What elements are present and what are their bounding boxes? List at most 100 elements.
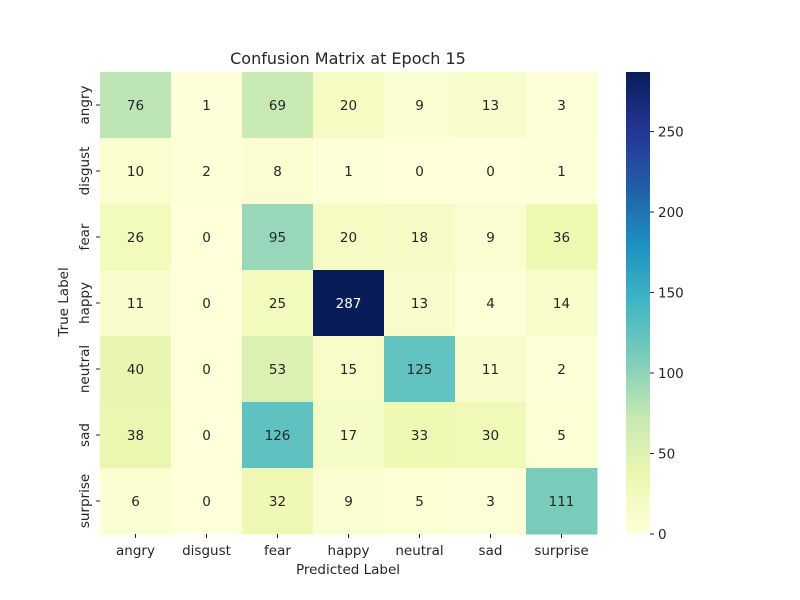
heatmap-cell xyxy=(171,468,243,535)
cell-value-label: 0 xyxy=(202,230,211,246)
cell-value-label: 95 xyxy=(269,230,286,246)
heatmap-cell xyxy=(242,72,314,139)
heatmap-cell xyxy=(455,72,527,139)
y-tick-label: disgust xyxy=(77,147,93,196)
cell-value-label: 30 xyxy=(482,428,499,444)
heatmap-cell xyxy=(455,138,527,205)
cell-value-label: 40 xyxy=(127,362,144,378)
cell-value-label: 20 xyxy=(340,230,357,246)
cell-value-label: 2 xyxy=(202,164,211,180)
cell-value-label: 25 xyxy=(269,296,286,312)
cell-value-label: 1 xyxy=(202,98,211,114)
cell-value-label: 26 xyxy=(127,230,144,246)
heatmap-cell xyxy=(242,138,314,205)
cell-value-label: 38 xyxy=(127,428,144,444)
cell-value-label: 1 xyxy=(557,164,566,180)
colorbar-tick-label: 50 xyxy=(658,447,675,463)
y-axis-label: True Label xyxy=(56,267,72,337)
x-tick-label: surprise xyxy=(534,543,588,559)
heatmap-cell xyxy=(100,336,172,403)
heatmap-cell xyxy=(526,204,598,271)
heatmap-cell xyxy=(313,138,385,205)
heatmap-cell xyxy=(313,270,385,337)
colorbar-tick-label: 100 xyxy=(658,366,684,382)
heatmap-cell xyxy=(526,72,598,139)
cell-value-label: 2 xyxy=(557,362,566,378)
colorbar-tick-label: 0 xyxy=(658,527,667,543)
cell-value-label: 11 xyxy=(482,362,499,378)
x-tick-label: sad xyxy=(479,543,503,559)
colorbar-tick-label: 150 xyxy=(658,286,684,302)
cell-value-label: 8 xyxy=(273,164,282,180)
heatmap-cell xyxy=(455,204,527,271)
heatmap-cell xyxy=(242,336,314,403)
x-tick-label: happy xyxy=(328,543,370,559)
heatmap-cell xyxy=(384,72,456,139)
heatmap-cell xyxy=(171,336,243,403)
heatmap-cell xyxy=(171,402,243,469)
cell-value-label: 33 xyxy=(411,428,428,444)
x-tick-label: disgust xyxy=(182,543,231,559)
cell-value-label: 3 xyxy=(557,98,566,114)
cell-value-label: 15 xyxy=(340,362,357,378)
heatmap-cell xyxy=(242,270,314,337)
y-tick-label: neutral xyxy=(77,345,93,393)
cell-value-label: 11 xyxy=(127,296,144,312)
heatmap-cell xyxy=(313,468,385,535)
cell-value-label: 126 xyxy=(265,428,291,444)
cell-value-label: 17 xyxy=(340,428,357,444)
y-tick-label: angry xyxy=(77,86,93,125)
cell-value-label: 6 xyxy=(131,494,140,510)
x-tick-label: angry xyxy=(116,543,155,559)
x-axis-label: Predicted Label xyxy=(296,562,400,578)
heatmap-cell xyxy=(526,336,598,403)
cell-value-label: 9 xyxy=(344,494,353,510)
x-tick-label: neutral xyxy=(395,543,443,559)
heatmap-cell xyxy=(100,402,172,469)
cell-value-label: 13 xyxy=(482,98,499,114)
heatmap-cell xyxy=(100,270,172,337)
colorbar-tick-label: 250 xyxy=(658,125,684,141)
cell-value-label: 111 xyxy=(549,494,575,510)
heatmap-cell xyxy=(313,204,385,271)
cell-value-label: 20 xyxy=(340,98,357,114)
heatmap-cell xyxy=(526,468,598,535)
heatmap-cell xyxy=(526,138,598,205)
cell-value-label: 0 xyxy=(486,164,495,180)
y-tick-label: surprise xyxy=(77,474,93,528)
heatmap-cell xyxy=(100,138,172,205)
heatmap-cell xyxy=(384,138,456,205)
heatmap-cell xyxy=(455,336,527,403)
heatmap-cell xyxy=(171,270,243,337)
y-axis-ticks: angry disgust fear happy neutral sad surprise xyxy=(77,86,100,528)
cell-value-label: 0 xyxy=(202,296,211,312)
cell-value-label: 1 xyxy=(344,164,353,180)
cell-value-label: 14 xyxy=(553,296,570,312)
colorbar-ticks: 0 50 100 150 200 250 xyxy=(650,125,684,543)
cell-value-label: 5 xyxy=(557,428,566,444)
heatmap-cell xyxy=(526,270,598,337)
heatmap-cell xyxy=(242,468,314,535)
y-tick-label: happy xyxy=(77,282,93,324)
x-axis-ticks: angry disgust fear happy neutral sad surprise xyxy=(116,534,589,559)
cell-value-label: 9 xyxy=(415,98,424,114)
cell-value-label: 0 xyxy=(202,428,211,444)
cell-value-label: 0 xyxy=(415,164,424,180)
heatmap-cell xyxy=(384,402,456,469)
heatmap-cell xyxy=(171,72,243,139)
heatmap-cell xyxy=(171,204,243,271)
heatmap-cell xyxy=(242,204,314,271)
cell-value-label: 76 xyxy=(127,98,144,114)
heatmap-cell xyxy=(313,72,385,139)
colorbar-tick-label: 200 xyxy=(658,205,684,221)
heatmap-cell xyxy=(384,336,456,403)
heatmap-cell xyxy=(100,72,172,139)
heatmap-cell xyxy=(313,402,385,469)
heatmap-cell xyxy=(455,402,527,469)
cell-value-label: 36 xyxy=(553,230,570,246)
cell-value-label: 0 xyxy=(202,362,211,378)
cell-value-label: 287 xyxy=(336,296,362,312)
y-tick-label: fear xyxy=(77,223,93,250)
